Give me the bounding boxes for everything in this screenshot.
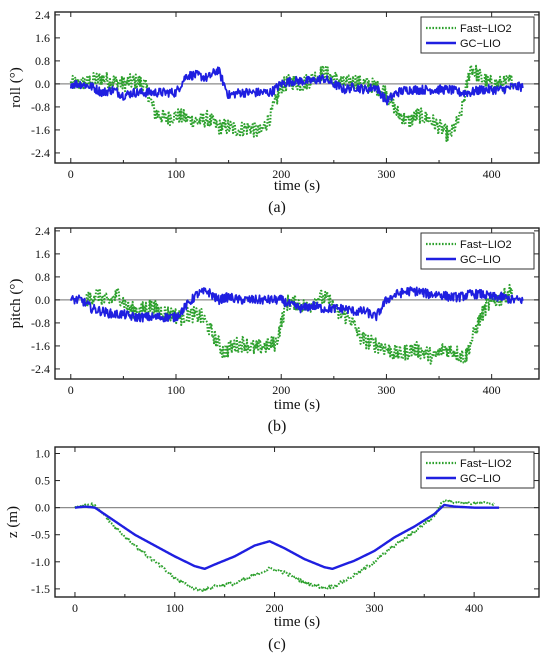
series-gc-lio-line [69, 286, 524, 323]
x-tick-label: 300 [365, 601, 383, 615]
panel-caption: (b) [268, 418, 287, 435]
plot-frame [54, 446, 540, 598]
y-tick-label: 1.6 [35, 31, 50, 45]
legend-box [420, 16, 535, 54]
y-tick-label: 2.4 [35, 8, 50, 22]
y-tick-label: -0.8 [31, 316, 50, 330]
y-tick-label: -1.6 [31, 123, 50, 137]
x-tick-label: 0 [68, 383, 74, 397]
y-tick-label: 0.0 [35, 293, 50, 307]
y-axis-label: pitch (°) [8, 279, 24, 329]
x-tick-label: 400 [483, 383, 501, 397]
x-tick-label: 400 [465, 601, 483, 615]
y-tick-label: 1.0 [35, 446, 50, 460]
x-axis-label: time (s) [274, 614, 320, 630]
plot-frame [54, 227, 540, 380]
x-tick-label: 100 [167, 167, 185, 181]
x-tick-label: 100 [166, 601, 184, 615]
series-fast-lio2-line [85, 283, 514, 365]
legend-box [420, 232, 535, 270]
x-axis-label: time (s) [274, 397, 320, 413]
x-tick-label: 300 [377, 167, 395, 181]
chart-panel-3: 0 100 200 300 400 1.0 0.5 0.0 -0.5 -1.0 -1.5 time (… [5, 446, 540, 653]
y-axis-label: z (m) [5, 506, 21, 538]
x-tick-label: 0 [68, 167, 74, 181]
chart-panel-2: 0 100 200 300 400 2.4 1.6 0.8 0.0 -0.8 -1.6 -2.4 tim… [8, 224, 540, 435]
legend-box [420, 451, 535, 489]
legend: Fast−LIO2 GC−LIO [420, 232, 535, 270]
x-axis-label: time (s) [274, 178, 320, 194]
legend-label-fast-lio2: Fast−LIO2 [460, 458, 512, 470]
chart-panel-1: 0 100 200 300 400 2.4 1.6 0.8 0.0 -0.8 -1.6 -2.4 tim… [8, 8, 540, 216]
y-tick-label: 0.0 [35, 77, 50, 91]
panel-caption: (a) [268, 199, 286, 216]
series-group [69, 283, 524, 365]
x-tick-label: 200 [272, 167, 290, 181]
legend: Fast−LIO2 GC−LIO [420, 16, 535, 54]
y-tick-label: 0.5 [35, 474, 50, 488]
y-tick-label: -2.4 [31, 362, 50, 376]
x-tick-label: 100 [167, 383, 185, 397]
legend-label-gc-lio: GC−LIO [460, 254, 501, 266]
legend: Fast−LIO2 GC−LIO [420, 451, 535, 489]
y-tick-label: 0.8 [35, 54, 50, 68]
series-fast-lio2-line [74, 498, 495, 593]
panel-caption: (c) [268, 636, 286, 653]
y-tick-label: 2.4 [35, 224, 50, 238]
y-tick-label: -1.6 [31, 339, 50, 353]
x-tick-label: 200 [266, 601, 284, 615]
legend-label-gc-lio: GC−LIO [460, 473, 501, 485]
legend-label-gc-lio: GC−LIO [460, 38, 501, 50]
y-tick-label: 0.8 [35, 270, 50, 284]
x-tick-label: 200 [272, 383, 290, 397]
legend-label-fast-lio2: Fast−LIO2 [460, 23, 512, 35]
series-gc-lio-line [69, 66, 524, 106]
series-group [69, 64, 524, 142]
x-tick-label: 300 [377, 383, 395, 397]
x-tick-label: 400 [483, 167, 501, 181]
x-tick-label: 0 [72, 601, 78, 615]
plot-frame [54, 11, 540, 164]
y-axis-label: roll (°) [8, 67, 24, 108]
y-tick-label: -0.5 [31, 528, 50, 542]
series-fast-lio2-line [69, 64, 514, 142]
y-tick-label: 0.0 [35, 501, 50, 515]
legend-label-fast-lio2: Fast−LIO2 [460, 239, 512, 251]
y-tick-label: -1.0 [31, 555, 50, 569]
y-tick-label: -0.8 [31, 100, 50, 114]
y-tick-label: 1.6 [35, 247, 50, 261]
y-tick-label: -1.5 [31, 582, 50, 596]
y-tick-label: -2.4 [31, 146, 50, 160]
series-group [74, 498, 500, 593]
series-gc-lio-line [74, 503, 500, 571]
